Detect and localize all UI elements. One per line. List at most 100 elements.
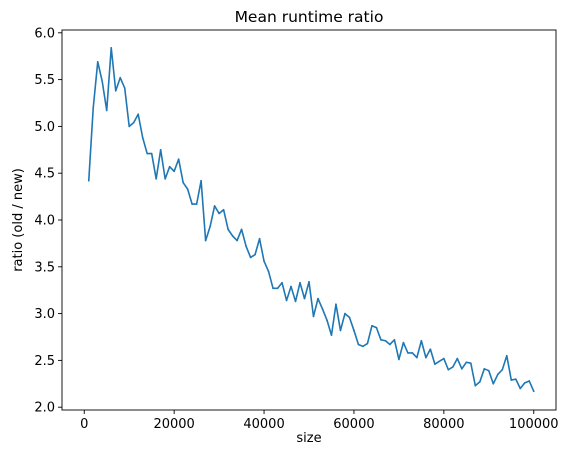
data-point bbox=[249, 256, 252, 259]
data-point bbox=[209, 225, 211, 228]
data-point bbox=[326, 319, 328, 321]
y-tick-label: 4.5 bbox=[34, 167, 55, 182]
data-point bbox=[155, 178, 157, 180]
plot-area bbox=[62, 30, 556, 410]
data-point bbox=[173, 170, 175, 173]
x-axis: 0 20000 40000 60000 80000 100000 bbox=[80, 410, 559, 432]
data-point bbox=[456, 357, 459, 360]
data-point bbox=[92, 106, 95, 109]
data-point bbox=[245, 245, 247, 248]
data-point bbox=[254, 253, 256, 256]
data-point bbox=[443, 357, 445, 360]
data-point bbox=[335, 303, 337, 306]
data-point bbox=[514, 378, 517, 380]
data-point bbox=[227, 228, 229, 231]
y-axis: 2.0 2.5 3.0 3.5 4.0 4.5 5.0 5.5 6.0 bbox=[34, 26, 62, 416]
data-point bbox=[317, 297, 319, 300]
data-point bbox=[474, 384, 477, 387]
data-point bbox=[321, 308, 324, 310]
data-point bbox=[362, 345, 364, 348]
data-point bbox=[519, 387, 522, 390]
y-tick-label: 6.0 bbox=[34, 26, 55, 41]
data-point bbox=[353, 329, 355, 332]
data-point bbox=[105, 109, 108, 112]
data-point bbox=[501, 368, 504, 371]
data-point bbox=[204, 239, 207, 242]
data-point bbox=[236, 239, 238, 242]
data-point bbox=[384, 339, 387, 342]
data-point bbox=[528, 380, 531, 382]
data-point bbox=[159, 149, 162, 151]
data-point bbox=[123, 87, 126, 89]
data-point bbox=[447, 368, 450, 371]
data-point bbox=[191, 203, 193, 205]
y-axis-title: ratio (old / new) bbox=[11, 168, 26, 272]
data-point bbox=[425, 356, 427, 359]
data-point bbox=[371, 324, 373, 327]
data-point bbox=[141, 136, 144, 139]
data-point bbox=[510, 379, 513, 381]
data-point bbox=[114, 90, 117, 92]
data-point bbox=[222, 208, 225, 211]
data-point bbox=[483, 368, 486, 370]
data-point bbox=[285, 299, 288, 302]
data-point bbox=[276, 287, 279, 290]
x-tick-label: 0 bbox=[80, 417, 88, 432]
data-point bbox=[281, 281, 283, 284]
data-point bbox=[470, 362, 472, 365]
data-point bbox=[398, 358, 400, 361]
data-point bbox=[258, 237, 261, 240]
chart-title: Mean runtime ratio bbox=[235, 8, 384, 26]
x-tick-label: 20000 bbox=[153, 417, 194, 432]
data-point bbox=[492, 382, 495, 385]
data-point bbox=[186, 188, 189, 190]
data-point bbox=[182, 181, 184, 184]
series-line bbox=[87, 46, 535, 393]
data-point bbox=[137, 113, 139, 116]
data-point bbox=[389, 343, 391, 346]
data-point bbox=[420, 339, 423, 342]
y-tick-label: 5.0 bbox=[34, 120, 55, 135]
data-point bbox=[532, 390, 535, 393]
data-point bbox=[348, 316, 351, 319]
data-point bbox=[294, 300, 297, 303]
y-tick-label: 2.0 bbox=[34, 401, 55, 416]
data-point bbox=[402, 341, 405, 344]
data-point bbox=[429, 348, 432, 350]
data-point bbox=[101, 80, 104, 83]
data-point bbox=[96, 61, 99, 63]
y-tick-label: 3.5 bbox=[34, 260, 55, 275]
data-point bbox=[290, 285, 292, 288]
x-tick-label: 80000 bbox=[423, 417, 464, 432]
data-point bbox=[308, 280, 310, 283]
y-tick-label: 3.0 bbox=[34, 307, 55, 322]
data-point bbox=[523, 382, 526, 384]
data-point bbox=[150, 152, 153, 155]
x-tick-label: 60000 bbox=[333, 417, 374, 432]
x-tick-label: 100000 bbox=[509, 417, 559, 432]
data-point bbox=[438, 360, 441, 363]
data-point bbox=[339, 329, 342, 332]
data-point bbox=[263, 260, 265, 262]
data-point bbox=[267, 270, 270, 273]
data-point bbox=[312, 315, 315, 318]
data-point bbox=[218, 212, 220, 215]
data-point bbox=[375, 326, 378, 329]
data-point bbox=[357, 343, 360, 346]
data-point bbox=[146, 152, 148, 155]
data-point bbox=[272, 287, 274, 290]
y-tick-label: 4.0 bbox=[34, 214, 55, 229]
data-point bbox=[407, 352, 409, 354]
data-point bbox=[434, 363, 436, 365]
data-point bbox=[213, 205, 216, 207]
data-point bbox=[168, 165, 171, 168]
x-tick-label: 40000 bbox=[243, 417, 284, 432]
data-point bbox=[479, 381, 481, 383]
data-point bbox=[505, 354, 508, 357]
data-point bbox=[465, 361, 468, 364]
data-point bbox=[195, 203, 198, 205]
data-point bbox=[110, 46, 113, 49]
data-point bbox=[299, 281, 301, 284]
data-point bbox=[416, 356, 418, 359]
data-point bbox=[380, 339, 382, 341]
